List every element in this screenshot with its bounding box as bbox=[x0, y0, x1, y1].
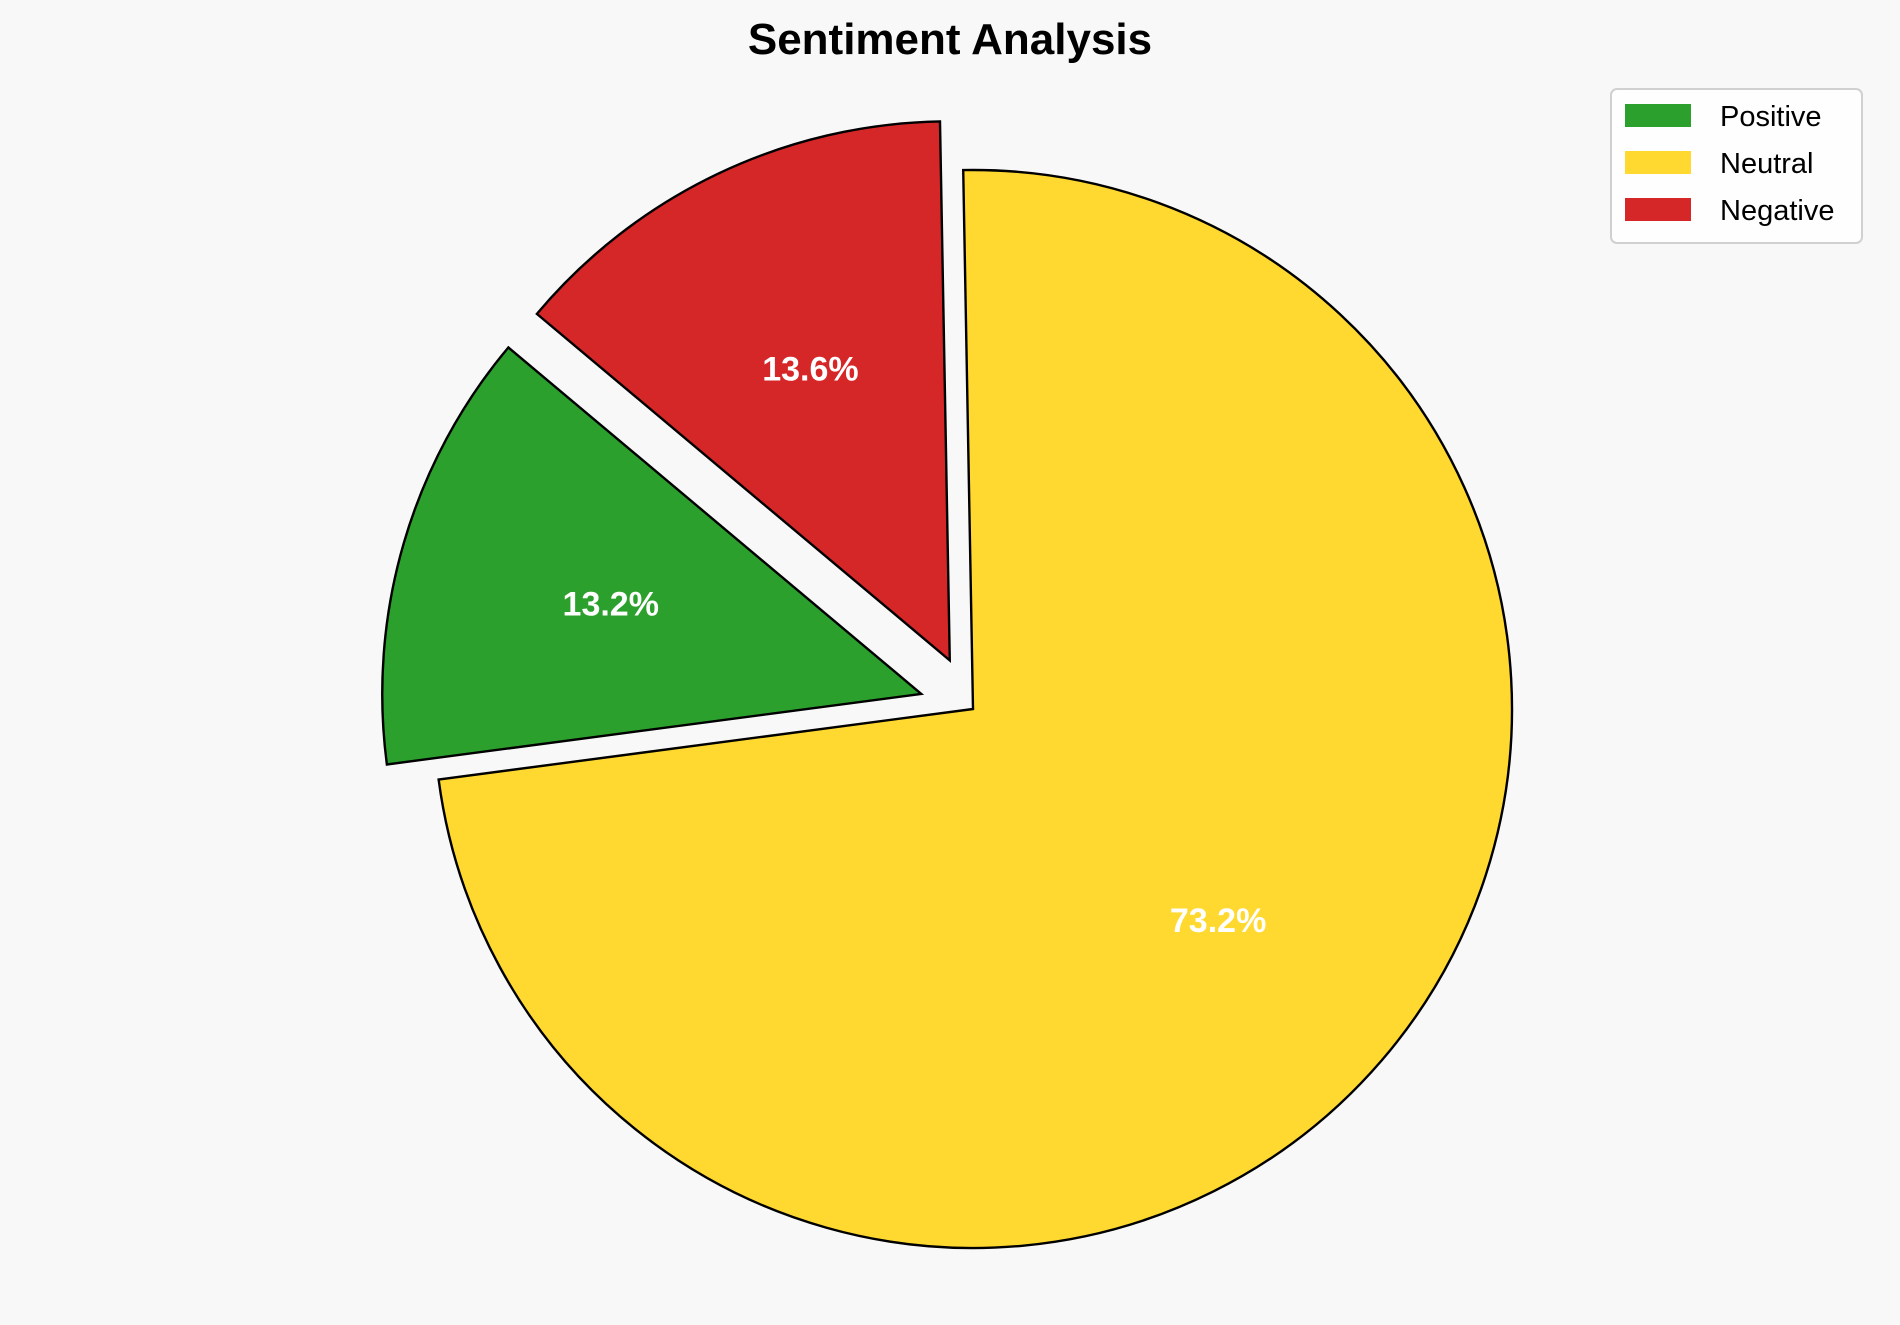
legend-label-positive: Positive bbox=[1720, 101, 1822, 133]
legend: Positive Neutral Negative bbox=[1610, 88, 1863, 244]
legend-label-neutral: Neutral bbox=[1720, 148, 1814, 180]
slice-negative bbox=[535, 120, 952, 663]
legend-swatch-positive bbox=[1625, 104, 1691, 127]
pct-label-negative: 13.6% bbox=[762, 351, 858, 389]
chart-title: Sentiment Analysis bbox=[748, 15, 1152, 64]
slice-positive bbox=[381, 345, 925, 766]
legend-swatch-negative bbox=[1625, 198, 1691, 221]
pct-label-positive: 13.2% bbox=[563, 585, 659, 623]
pct-label-neutral: 73.2% bbox=[1170, 902, 1266, 940]
legend-label-negative: Negative bbox=[1720, 195, 1834, 227]
slice-neutral bbox=[437, 168, 1514, 1250]
legend-swatch-neutral bbox=[1625, 151, 1691, 174]
